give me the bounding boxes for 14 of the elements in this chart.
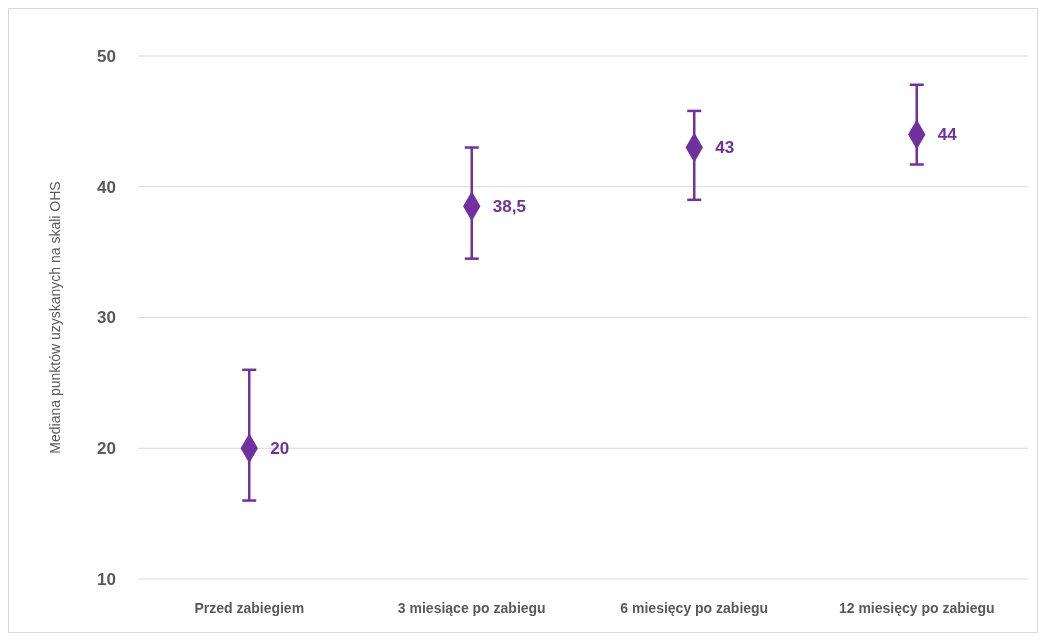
y-axis-title: Mediana punktów uzyskanych na skali OHS xyxy=(47,181,63,454)
x-tick-label: 12 miesięcy po zabiegu xyxy=(838,600,995,616)
y-tick-label: 10 xyxy=(97,569,116,589)
y-tick-label: 40 xyxy=(97,177,116,197)
y-tick-label: 50 xyxy=(97,46,116,66)
data-label: 20 xyxy=(270,439,290,459)
y-tick-label: 20 xyxy=(97,439,116,459)
data-label: 38,5 xyxy=(492,197,526,217)
x-tick-label: 6 miesięcy po zabiegu xyxy=(620,600,769,616)
data-label: 43 xyxy=(715,138,735,158)
x-tick-label: Przed zabiegiem xyxy=(194,600,305,616)
x-tick-label: 3 miesiące po zabiegu xyxy=(397,600,546,616)
data-label: 44 xyxy=(937,125,958,145)
y-tick-label: 30 xyxy=(97,308,116,328)
